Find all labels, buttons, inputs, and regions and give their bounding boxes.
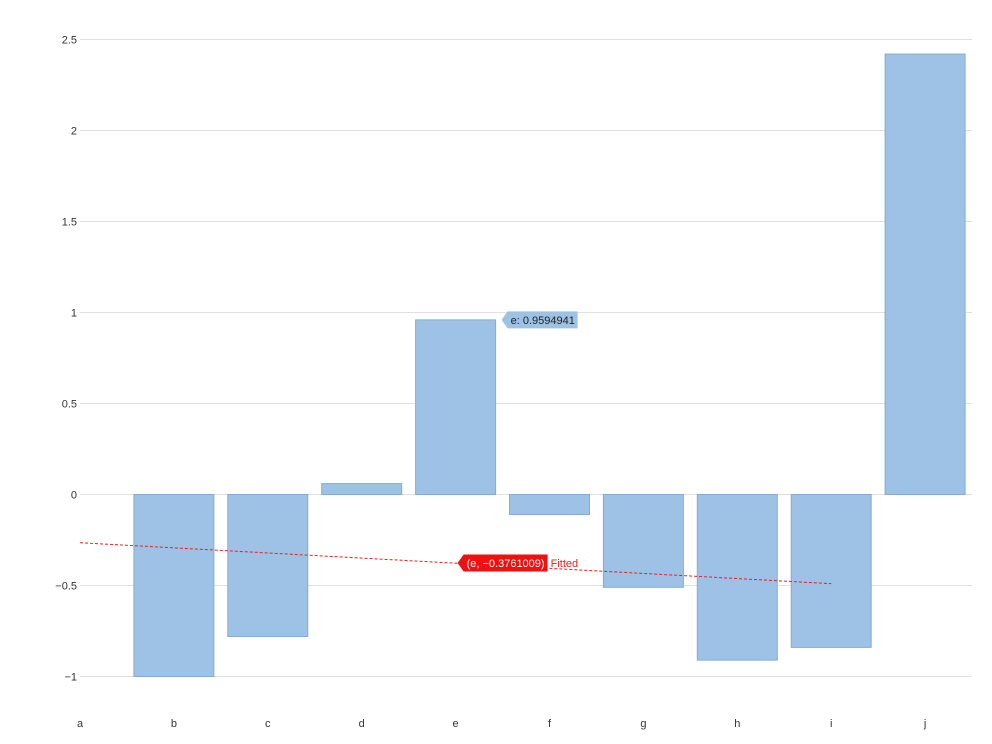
y-tick-label: 0.5	[62, 399, 77, 411]
bar-c	[227, 494, 309, 637]
y-axis-ticks: 2.5 2 1.5 1 0.5 0 −0.5 −1	[55, 35, 77, 684]
fitted-series-label: Fitted	[551, 558, 579, 570]
y-tick-label: 2	[71, 126, 77, 138]
bar-tooltip-box	[501, 311, 578, 329]
y-tick-label: 2.5	[62, 35, 77, 47]
y-tick-label: 0	[71, 490, 77, 502]
bar-series	[133, 53, 966, 677]
bar-g	[602, 494, 684, 588]
y-tick-label: −0.5	[55, 581, 77, 593]
fitted-tooltip-box	[457, 554, 548, 572]
x-tick-label: j	[923, 718, 926, 730]
x-tick-label: h	[734, 718, 740, 730]
bar-b	[133, 494, 215, 677]
x-tick-label: e	[453, 718, 459, 730]
x-tick-label: d	[359, 718, 365, 730]
x-tick-label: f	[548, 718, 552, 730]
x-tick-label: b	[171, 718, 177, 730]
x-tick-label: c	[265, 718, 271, 730]
bar-d	[321, 483, 403, 495]
fitted-line	[79, 542, 832, 585]
x-tick-label: a	[77, 718, 84, 730]
fitted-line-layer	[79, 542, 832, 585]
x-tick-label: g	[640, 718, 646, 730]
bar-i	[790, 494, 872, 648]
bar-e	[415, 319, 497, 495]
x-axis-ticks: a b c d e f g h i j	[77, 718, 926, 730]
bar-tooltip-text: e: 0.9594941	[511, 315, 575, 327]
y-tick-label: −1	[64, 672, 77, 684]
y-tick-label: 1	[71, 308, 77, 320]
fitted-tooltip-text: (e, −0.3761009)	[467, 558, 545, 570]
bar-j	[884, 53, 966, 496]
x-tick-label: i	[830, 718, 832, 730]
tooltip-layer: e: 0.9594941 (e, −0.3761009) Fitted	[457, 311, 579, 572]
bar-f	[509, 494, 590, 516]
y-tick-label: 1.5	[62, 217, 77, 229]
